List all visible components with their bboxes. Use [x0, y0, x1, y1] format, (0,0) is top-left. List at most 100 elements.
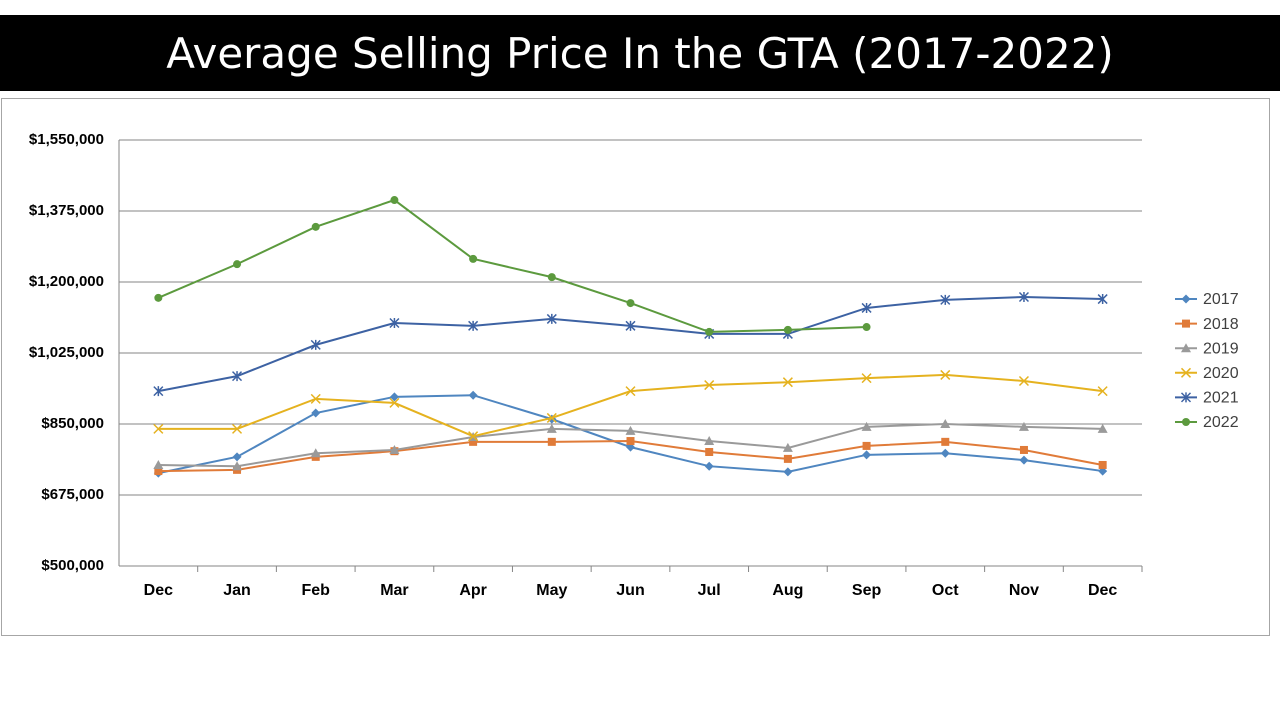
data-point: [782, 377, 793, 388]
data-point: [311, 222, 320, 231]
legend-marker: [1181, 294, 1191, 304]
y-tick-label: $675,000: [41, 486, 104, 503]
legend-marker: [1182, 418, 1190, 426]
data-point: [861, 302, 872, 313]
data-point: [625, 320, 636, 331]
x-tick-label: Apr: [459, 582, 487, 599]
x-tick-label: Aug: [772, 582, 803, 599]
data-point: [1097, 386, 1108, 397]
data-point: [783, 467, 793, 477]
legend-marker: [1182, 319, 1190, 328]
legend-marker: [1180, 367, 1192, 378]
data-point: [1018, 375, 1029, 387]
data-point: [310, 393, 321, 404]
data-point: [704, 380, 715, 391]
y-tick-label: $1,025,000: [29, 344, 104, 361]
legend-label: 2022: [1203, 414, 1239, 431]
legend-marker: [1181, 343, 1191, 353]
data-point: [940, 419, 951, 428]
chart-border: [1, 98, 1270, 636]
data-point: [468, 431, 479, 442]
data-point: [310, 339, 321, 350]
data-point: [547, 273, 556, 282]
data-point: [704, 461, 714, 471]
data-point: [705, 447, 714, 456]
data-point: [233, 260, 242, 269]
data-point: [311, 408, 321, 418]
x-tick-label: Mar: [380, 582, 408, 599]
data-point: [1097, 294, 1108, 305]
y-tick-label: $1,550,000: [29, 131, 104, 148]
data-point: [862, 323, 871, 332]
data-point: [940, 294, 951, 305]
legend-label: 2021: [1203, 390, 1239, 407]
data-point: [862, 450, 872, 460]
data-point: [941, 437, 950, 446]
x-tick-label: Sep: [852, 582, 882, 599]
data-point: [232, 371, 243, 382]
data-point: [862, 441, 871, 450]
x-tick-label: Oct: [932, 582, 959, 599]
x-tick-label: Jan: [223, 582, 251, 599]
data-point: [153, 459, 164, 469]
x-tick-label: Feb: [302, 582, 331, 599]
data-point: [547, 437, 556, 446]
data-point: [704, 436, 715, 446]
data-point: [861, 373, 872, 384]
x-tick-label: Jun: [616, 582, 644, 599]
data-point: [783, 325, 792, 334]
data-point: [153, 423, 164, 434]
data-point: [546, 313, 557, 324]
data-point: [625, 425, 636, 435]
y-tick-label: $500,000: [41, 557, 104, 574]
data-point: [940, 448, 950, 458]
x-tick-label: Dec: [1088, 582, 1117, 599]
data-point: [469, 437, 478, 446]
data-point: [1098, 460, 1107, 469]
series-line: [157, 198, 867, 333]
legend-label: 2018: [1203, 316, 1239, 333]
data-point: [232, 461, 243, 471]
data-point: [626, 437, 635, 446]
data-point: [468, 390, 478, 400]
data-point: [861, 421, 872, 431]
data-point: [1018, 421, 1029, 431]
x-tick-label: Jul: [698, 582, 721, 599]
data-point: [1019, 455, 1029, 465]
legend-label: 2020: [1203, 365, 1239, 382]
data-point: [940, 369, 951, 380]
data-point: [389, 317, 400, 329]
data-point: [154, 293, 163, 302]
x-tick-label: Dec: [144, 582, 173, 599]
data-point: [468, 320, 479, 331]
data-point: [1097, 423, 1108, 433]
chart-title: Average Selling Price In the GTA (2017-2…: [0, 15, 1280, 91]
data-point: [1018, 291, 1029, 303]
x-tick-label: May: [536, 582, 567, 599]
data-point: [625, 386, 636, 397]
data-point: [232, 452, 242, 462]
data-point: [782, 442, 793, 452]
data-point: [389, 397, 400, 408]
data-point: [626, 299, 635, 308]
data-point: [1019, 445, 1028, 454]
data-point: [310, 448, 321, 458]
legend-label: 2017: [1203, 291, 1239, 308]
data-point: [469, 254, 478, 263]
data-point: [390, 196, 399, 205]
data-point: [705, 327, 714, 336]
data-point: [783, 454, 792, 463]
y-tick-label: $850,000: [41, 415, 104, 432]
data-point: [546, 412, 557, 423]
x-tick-label: Nov: [1009, 582, 1039, 599]
data-point: [389, 392, 399, 402]
data-point: [546, 423, 557, 433]
data-point: [389, 444, 400, 454]
y-tick-label: $1,375,000: [29, 202, 104, 219]
data-point: [153, 386, 164, 397]
legend-marker: [1180, 392, 1192, 403]
data-point: [154, 467, 163, 476]
data-point: [232, 423, 243, 434]
